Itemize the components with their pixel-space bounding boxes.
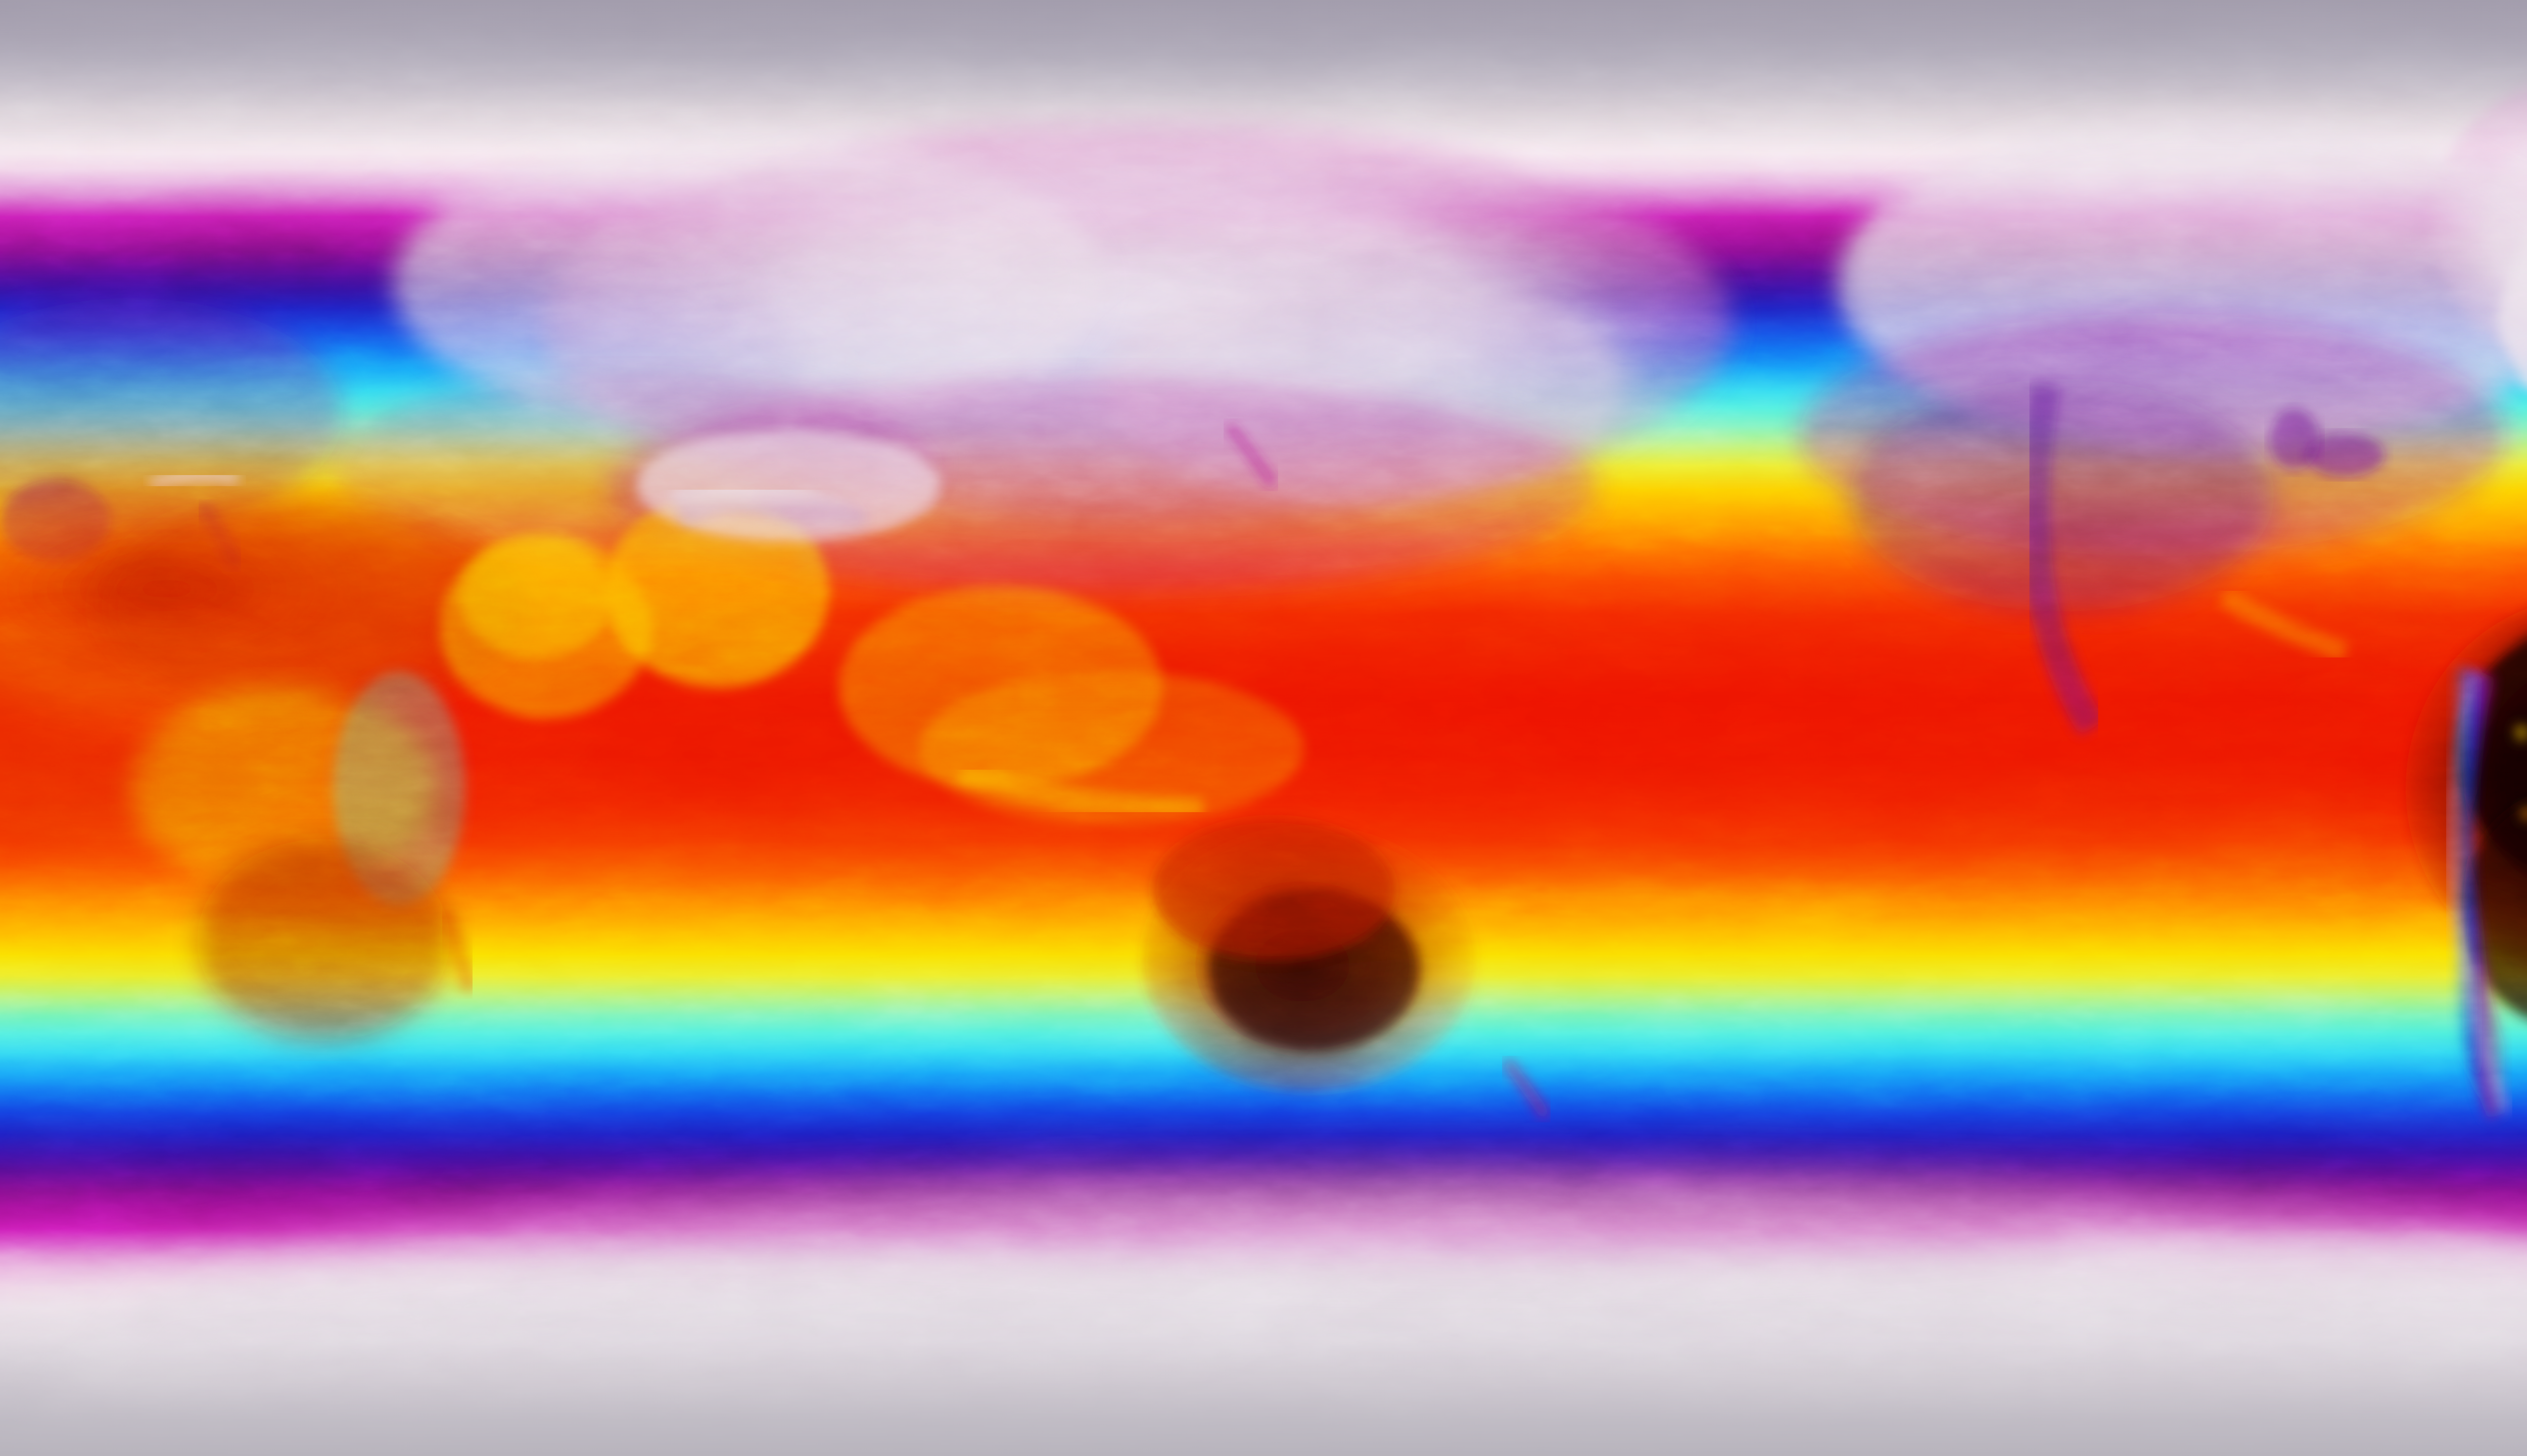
global-temperature-map [0,0,2527,1456]
polar-cap-overlay [0,0,2527,1456]
edge-vignette [0,0,2527,1456]
raster-scanline-texture [0,0,2527,1456]
